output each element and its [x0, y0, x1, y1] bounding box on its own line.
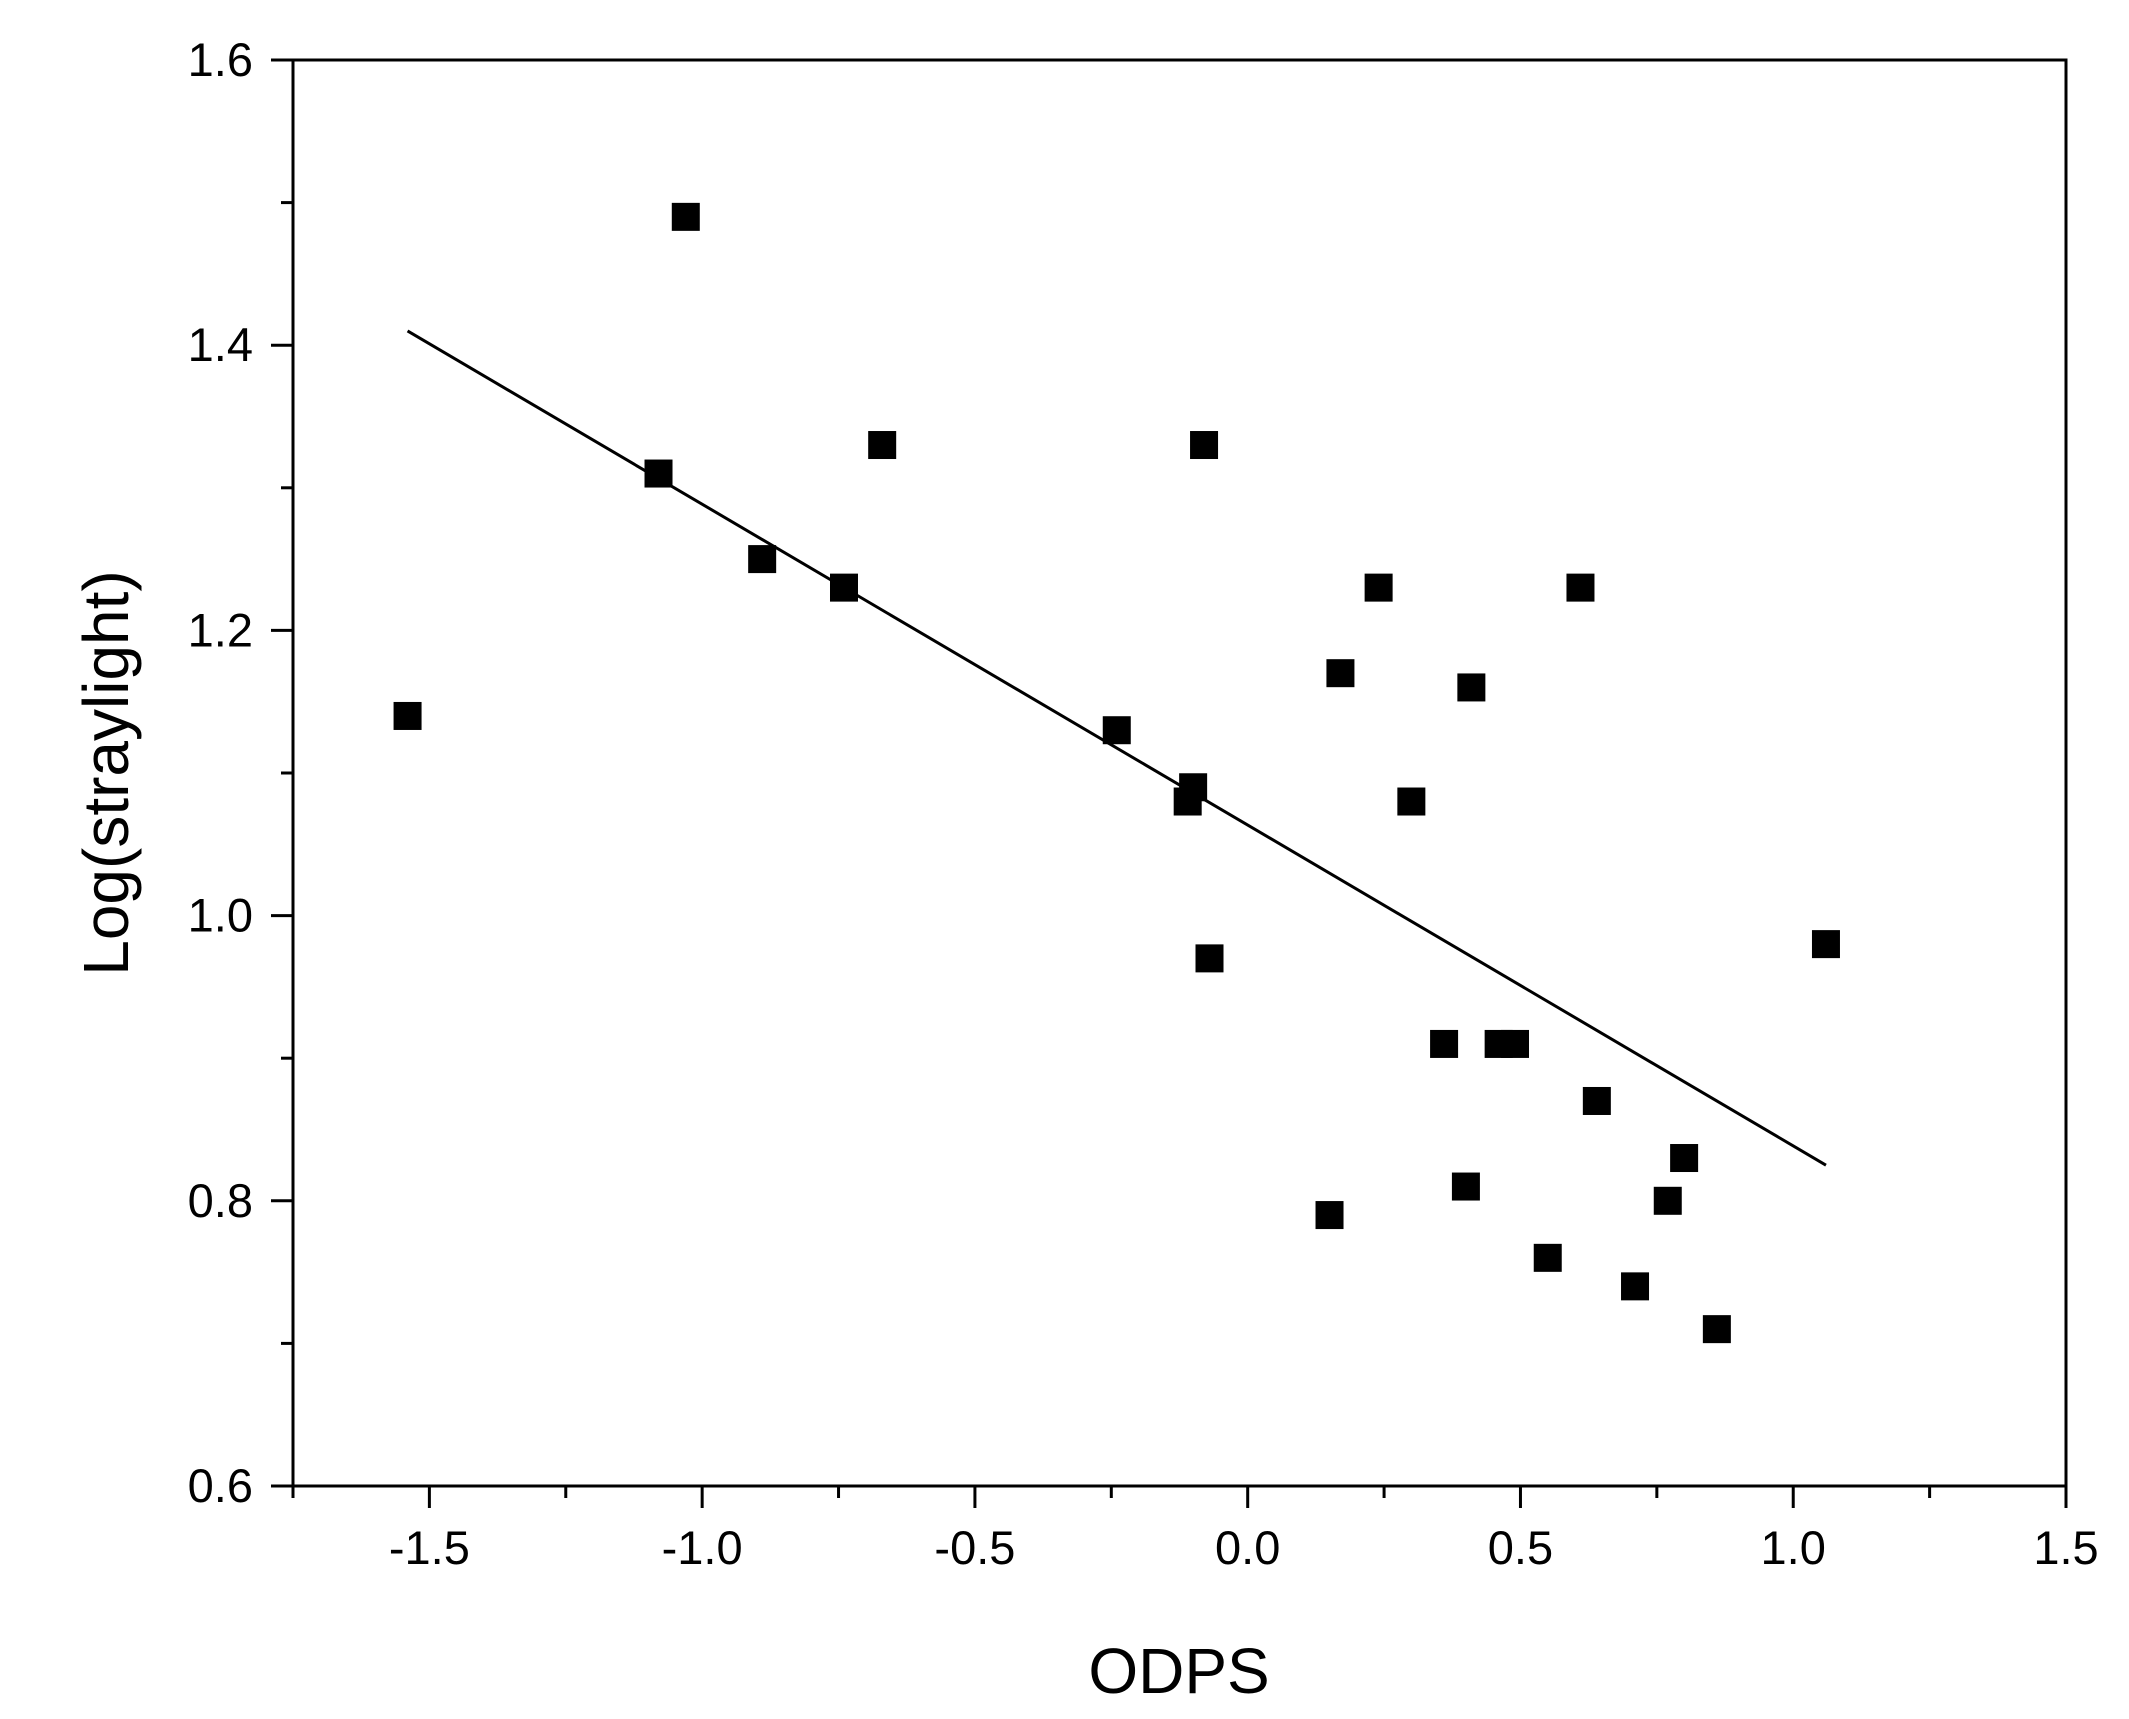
- data-point: [1397, 787, 1426, 816]
- data-point: [868, 431, 897, 460]
- y-tick-label: 1.0: [188, 889, 253, 942]
- fit-line-group: [406, 329, 1827, 1167]
- data-point: [393, 701, 422, 730]
- data-point: [1501, 1029, 1530, 1058]
- data-point: [1457, 673, 1486, 702]
- x-tick-label: 0.5: [1488, 1521, 1553, 1574]
- x-tick-label: -0.5: [934, 1521, 1015, 1574]
- fit-line: [406, 329, 1827, 1167]
- y-tick-label: 1.4: [188, 318, 253, 371]
- data-point: [1364, 573, 1393, 602]
- data-point: [1621, 1272, 1650, 1301]
- data-point: [1582, 1086, 1611, 1115]
- data-points: [393, 202, 1840, 1344]
- data-point: [1451, 1172, 1480, 1201]
- plot-area-frame: [291, 58, 2068, 1488]
- data-point: [1315, 1201, 1344, 1230]
- data-point: [1811, 930, 1840, 959]
- x-tick-label: -1.0: [662, 1521, 743, 1574]
- data-point: [1326, 659, 1355, 688]
- data-point: [1430, 1029, 1459, 1058]
- axis-ticks: [271, 58, 2068, 1508]
- y-tick-label: 0.8: [188, 1174, 253, 1227]
- y-tick-label: 0.6: [188, 1459, 253, 1512]
- data-point: [671, 202, 700, 231]
- data-point: [1653, 1186, 1682, 1215]
- data-point: [829, 573, 858, 602]
- y-tick-label: 1.6: [188, 33, 253, 86]
- data-point: [1702, 1315, 1731, 1344]
- axis-tick-labels: -1.5 -1.0 -0.5 0.0 0.5 1.0 1.5 0.6 0.8 1.0 1.2 1.4 1…: [188, 33, 2099, 1574]
- data-point: [1173, 787, 1202, 816]
- data-point: [1566, 573, 1595, 602]
- x-axis-title: ODPS: [1088, 1635, 1269, 1707]
- data-point: [1533, 1243, 1562, 1272]
- x-tick-label: 1.0: [1761, 1521, 1826, 1574]
- x-tick-label: 1.5: [2033, 1521, 2098, 1574]
- x-tick-label: -1.5: [389, 1521, 470, 1574]
- x-tick-label: 0.0: [1215, 1521, 1280, 1574]
- data-point: [748, 545, 777, 574]
- y-axis-title: Log(straylight): [70, 570, 142, 976]
- data-point: [1195, 944, 1224, 973]
- data-point: [1670, 1144, 1699, 1173]
- data-point: [644, 459, 673, 488]
- data-point: [1190, 431, 1219, 460]
- y-tick-label: 1.2: [188, 603, 253, 656]
- data-point: [1102, 716, 1131, 745]
